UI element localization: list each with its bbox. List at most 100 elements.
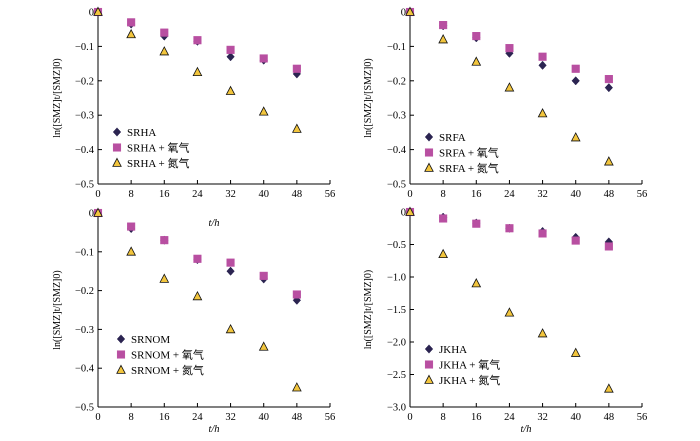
x-tick-label: 16 <box>471 189 482 200</box>
data-point <box>570 347 581 357</box>
data-point <box>126 246 137 256</box>
y-tick-label: −0.4 <box>387 145 407 156</box>
data-point <box>258 106 269 116</box>
y-tick-label: −0.2 <box>387 76 406 87</box>
y-tick-label: 0 <box>89 8 94 19</box>
chart-panel-1: 0 8 16 24 32 40 48 56 0 −0.1 −0.2 −0.3 −0.4 −0.5 ln([S… <box>52 6 335 229</box>
x-axis-label: t/h <box>520 424 531 435</box>
data-point <box>292 290 301 299</box>
data-point <box>225 85 236 95</box>
legend-label: SRNOM <box>131 334 170 346</box>
data-point <box>571 236 580 245</box>
data-point <box>571 64 580 73</box>
data-point <box>604 242 613 251</box>
x-tick-label: 32 <box>537 189 548 200</box>
y-axis-label: ln([SMZ]t/[SMZ]0) <box>363 270 374 349</box>
y-axis-label: ln([SMZ]t/[SMZ]0) <box>52 270 63 349</box>
x-tick-label: 24 <box>504 189 515 200</box>
y-tick-label: −0.2 <box>75 76 94 87</box>
y-tick-label: 0 <box>401 8 406 19</box>
data-point <box>603 383 614 393</box>
x-axis-label: t/h <box>208 218 219 229</box>
y-tick-label: −0.3 <box>387 111 406 122</box>
x-tick-label: 48 <box>604 189 615 200</box>
data-point <box>192 66 203 76</box>
x-tick-label: 16 <box>471 412 482 423</box>
y-tick-label: −0.5 <box>387 240 406 251</box>
legend-label: SRHA + 氧气 <box>127 141 189 155</box>
legend-label: SRFA + 氮气 <box>439 161 499 175</box>
data-point <box>537 108 548 118</box>
data-point <box>291 382 302 392</box>
data-point <box>127 18 136 27</box>
data-point <box>160 236 169 245</box>
data-point <box>93 207 103 217</box>
legend-label: JKHA <box>439 344 467 356</box>
legend-label: SRFA + 氧气 <box>439 146 499 160</box>
y-axis-label: ln([SMZ]t/[SMZ]0) <box>363 58 374 137</box>
legend-marker <box>112 157 122 167</box>
data-point <box>438 248 449 259</box>
legend-marker <box>112 127 122 137</box>
x-tick-label: 40 <box>258 189 269 200</box>
data-point <box>438 34 449 44</box>
chart-panel-4: 0 8 16 24 32 40 48 56 0 −0.5 −1.0 −1.5 −2.0 −2.5 −3.0 l… <box>363 206 647 435</box>
legend-marker <box>112 143 122 152</box>
chart-panel-3: 0 8 16 24 32 40 48 56 0 −0.1 −0.2 −0.3 −0.4 −0.5 ln([S… <box>52 207 336 435</box>
data-point <box>292 64 301 73</box>
x-tick-label: 16 <box>159 189 170 200</box>
data-point <box>160 28 169 37</box>
data-point <box>193 36 202 45</box>
data-point <box>193 254 202 263</box>
data-point <box>405 206 415 216</box>
legend-marker <box>116 350 126 359</box>
data-point <box>538 60 547 70</box>
y-tick-label: −0.4 <box>75 145 95 156</box>
y-tick-label: −0.1 <box>75 42 94 53</box>
legend-label: SRNOM + 氮气 <box>131 363 204 377</box>
data-point <box>258 341 269 351</box>
data-point <box>570 132 581 142</box>
data-point <box>226 52 235 62</box>
legend-marker <box>116 334 126 344</box>
y-tick-label: −3.0 <box>387 403 406 414</box>
x-tick-label: 40 <box>258 412 269 423</box>
data-point <box>226 258 235 267</box>
data-point <box>291 123 302 133</box>
legend-marker <box>424 374 434 384</box>
legend-marker <box>424 148 434 157</box>
x-tick-label: 40 <box>570 189 581 200</box>
x-tick-label: 48 <box>292 412 303 423</box>
data-point <box>159 46 170 56</box>
data-point <box>472 219 481 228</box>
data-point <box>226 45 235 54</box>
data-point <box>504 82 515 92</box>
legend-marker <box>424 344 434 354</box>
x-tick-label: 24 <box>504 412 515 423</box>
x-tick-label: 56 <box>325 412 336 423</box>
y-tick-label: −1.0 <box>387 273 406 284</box>
y-tick-label: −2.5 <box>387 370 406 381</box>
data-point <box>126 28 137 39</box>
data-point <box>259 54 268 63</box>
y-tick-label: −0.4 <box>75 364 95 375</box>
data-point <box>538 229 547 238</box>
y-axis-label: ln([SMZ]t/[SMZ]0) <box>52 58 63 137</box>
data-point <box>93 6 103 16</box>
y-tick-label: −0.5 <box>387 180 406 191</box>
x-tick-label: 32 <box>225 412 236 423</box>
data-point <box>471 278 482 288</box>
data-point <box>226 266 235 276</box>
x-tick-label: 16 <box>159 412 170 423</box>
y-tick-label: 0 <box>401 208 406 219</box>
data-point <box>604 75 613 84</box>
x-tick-label: 48 <box>292 189 303 200</box>
x-tick-label: 24 <box>192 189 203 200</box>
legend-label: JKHA + 氮气 <box>439 373 500 387</box>
data-point <box>571 76 580 86</box>
data-point <box>505 44 514 53</box>
x-tick-label: 8 <box>129 189 134 200</box>
data-point <box>439 214 448 223</box>
data-point <box>471 56 482 66</box>
